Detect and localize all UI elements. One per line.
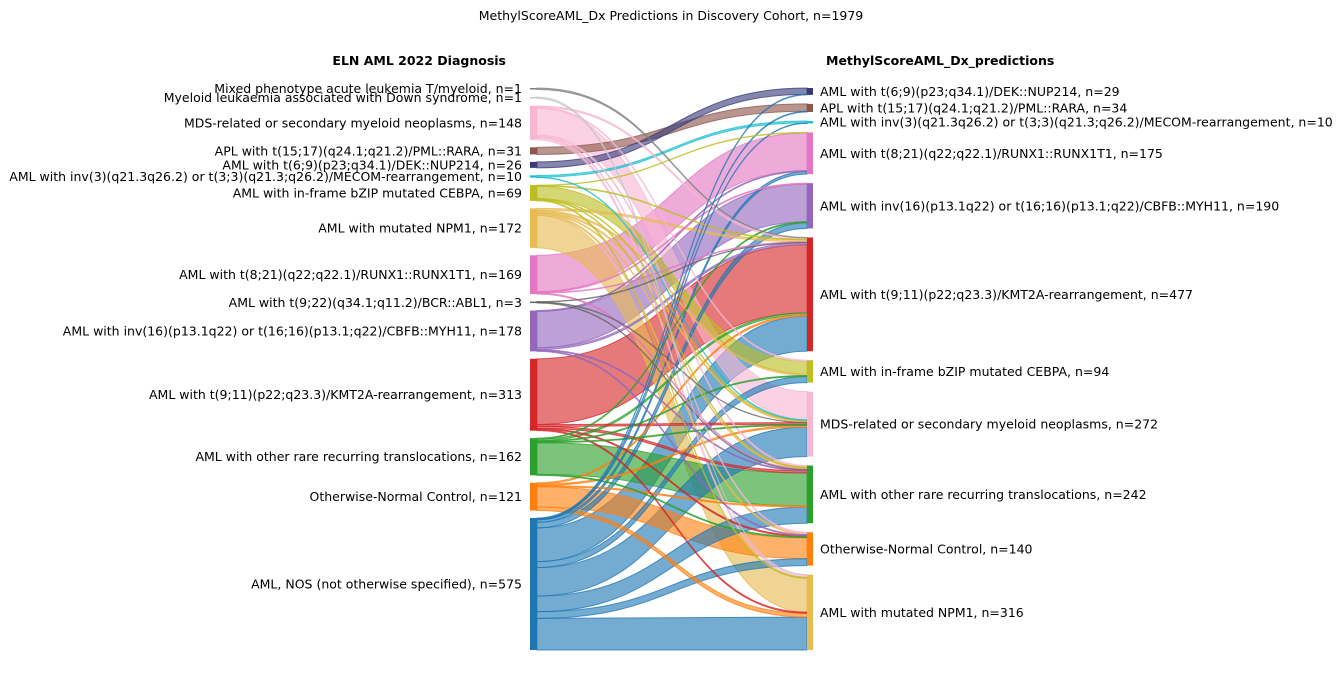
left-node-label-kmt2a: AML with t(9;11)(p22;q23.3)/KMT2A-rearra… <box>149 387 522 402</box>
right-axis-header: MethylScoreAML_Dx_predictions <box>826 53 1054 69</box>
left-node-label-nos: AML, NOS (not otherwise specified), n=57… <box>251 577 522 592</box>
right-node-label-apl: APL with t(15;17)(q24.1;q21.2)/PML::RARA… <box>820 100 1127 115</box>
left-node-label-cbfb: AML with inv(16)(p13.1q22) or t(16;16)(p… <box>63 323 522 338</box>
left-node-bar-kmt2a <box>530 358 537 431</box>
flow-link-nos-to-ctrl <box>536 558 808 619</box>
right-node-label-runx: AML with t(8;21)(q22;q22.1)/RUNX1::RUNX1… <box>820 146 1163 161</box>
left-node-label-npm1: AML with mutated NPM1, n=172 <box>318 221 522 236</box>
left-node-bar-cebpa <box>530 185 537 201</box>
left-node-bar-inv3 <box>530 175 537 178</box>
right-node-label-mds: MDS-related or secondary myeloid neoplas… <box>820 417 1158 432</box>
right-node-bar-mds <box>807 391 813 457</box>
right-node-bar-npm1 <box>807 574 813 650</box>
right-node-bar-ctrl <box>807 532 813 566</box>
right-node-label-rare: AML with other rare recurring translocat… <box>820 487 1147 502</box>
right-node-label-ctrl: Otherwise-Normal Control, n=140 <box>820 541 1033 556</box>
right-node-bar-apl <box>807 103 813 113</box>
right-node-label-cebpa: AML with in-frame bZIP mutated CEBPA, n=… <box>820 364 1109 379</box>
left-node-bar-dek <box>530 161 537 168</box>
left-node-bar-bcr <box>530 301 537 304</box>
left-node-bar-mds <box>530 105 537 140</box>
right-node-bar-kmt2a <box>807 237 813 352</box>
left-node-label-runx: AML with t(8;21)(q22;q22.1)/RUNX1::RUNX1… <box>179 267 522 282</box>
left-node-label-mds: MDS-related or secondary myeloid neoplas… <box>184 115 522 130</box>
left-node-label-mpal: Mixed phenotype acute leukemia T/myeloid… <box>214 81 522 96</box>
right-node-label-kmt2a: AML with t(9;11)(p22;q23.3)/KMT2A-rearra… <box>820 287 1193 302</box>
node-labels: Mixed phenotype acute leukemia T/myeloid… <box>9 81 1333 620</box>
right-node-label-npm1: AML with mutated NPM1, n=316 <box>820 605 1024 620</box>
right-node-bar-runx <box>807 132 813 175</box>
left-node-bar-cbfb <box>530 310 537 352</box>
left-node-label-rare: AML with other rare recurring translocat… <box>195 449 522 464</box>
left-node-label-down: Myeloid leukaemia associated with Down s… <box>164 90 522 105</box>
right-node-bar-rare <box>807 465 813 524</box>
left-node-label-bcr: AML with t(9;22)(q34.1;q11.2)/BCR::ABL1,… <box>229 295 522 310</box>
right-node-label-cbfb: AML with inv(16)(p13.1q22) or t(16;16)(p… <box>820 198 1279 213</box>
left-node-bar-ctrl <box>530 482 537 511</box>
left-node-bar-npm1 <box>530 208 537 248</box>
left-node-label-cebpa: AML with in-frame bZIP mutated CEBPA, n=… <box>233 185 522 200</box>
node-bars <box>530 88 813 650</box>
left-node-bar-nos <box>530 518 537 650</box>
left-node-bar-down <box>530 96 537 99</box>
left-node-bar-mpal <box>530 88 537 90</box>
left-node-bar-rare <box>530 438 537 476</box>
left-node-label-ctrl: Otherwise-Normal Control, n=121 <box>310 489 523 504</box>
flow-links <box>536 87 808 651</box>
right-node-bar-cbfb <box>807 183 813 229</box>
left-node-bar-runx <box>530 255 537 295</box>
left-node-label-apl: APL with t(15;17)(q24.1;q21.2)/PML::RARA… <box>215 143 522 158</box>
flow-link-nos-to-apl <box>536 110 808 520</box>
left-node-label-dek: AML with t(6;9)(p23;q34.1)/DEK::NUP214, … <box>222 157 522 172</box>
right-node-label-inv3: AML with inv(3)(q21.3q26.2) or t(3;3)(q2… <box>820 115 1333 130</box>
flow-link-nos-to-npm1 <box>536 616 808 651</box>
right-node-label-dek: AML with t(6;9)(p23;q34.1)/DEK::NUP214, … <box>820 84 1120 99</box>
left-node-bar-apl <box>530 147 537 155</box>
chart-title: MethylScoreAML_Dx Predictions in Discove… <box>479 8 864 23</box>
right-node-bar-inv3 <box>807 121 813 124</box>
right-node-bar-dek <box>807 88 813 95</box>
left-axis-header: ELN AML 2022 Diagnosis <box>332 53 506 68</box>
left-node-label-inv3: AML with inv(3)(q21.3q26.2) or t(3;3)(q2… <box>9 169 522 184</box>
flow-link-nos-to-inv3 <box>536 122 808 521</box>
right-node-bar-cebpa <box>807 360 813 383</box>
